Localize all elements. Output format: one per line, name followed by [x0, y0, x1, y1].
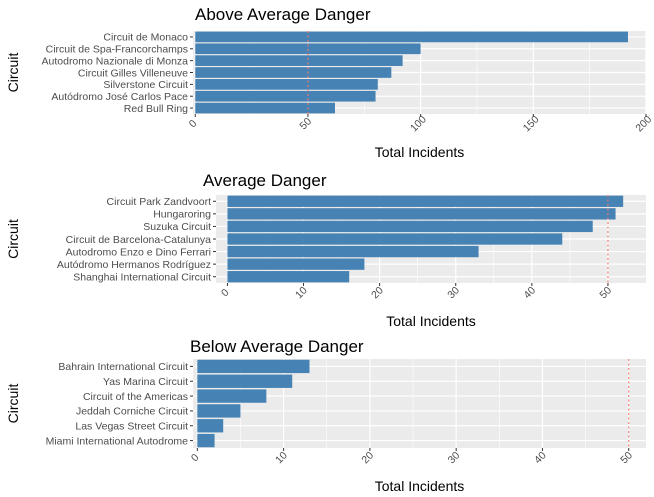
y-axis-title: Circuit	[5, 219, 21, 259]
panel-background	[193, 359, 646, 448]
category-label: Circuit de Spa-Francorchamps	[46, 44, 188, 56]
category-label: Bahrain International Circuit	[58, 361, 188, 373]
x-tick-label: 100	[408, 113, 429, 134]
x-tick-label: 10	[273, 449, 290, 466]
bar	[227, 220, 593, 233]
category-label: Circuit Gilles Villeneuve	[78, 67, 188, 79]
category-label: Autódromo José Carlos Pace	[51, 91, 188, 103]
category-label: Circuit Park Zandvoort	[107, 196, 212, 208]
x-tick-label: 0	[219, 286, 232, 299]
x-tick-label: 0	[187, 117, 200, 130]
bar	[227, 258, 365, 270]
category-label: Circuit of the Americas	[83, 391, 188, 403]
x-tick-label: 30	[446, 449, 463, 466]
x-tick-label: 40	[532, 449, 549, 466]
category-label: Yas Marina Circuit	[103, 376, 188, 388]
x-tick-label: 20	[369, 284, 386, 301]
bar	[197, 389, 267, 403]
bar	[227, 271, 350, 283]
y-axis-title: Circuit	[5, 53, 21, 93]
x-tick-label: 50	[618, 449, 635, 466]
category-label: Autódromo Hermanos Rodríguez	[57, 259, 211, 271]
category-label: Shanghai International Circuit	[73, 272, 211, 284]
category-label: Circuit de Monaco	[103, 32, 188, 44]
bar	[227, 208, 616, 220]
chart-title: Average Danger	[203, 171, 327, 190]
bar	[197, 359, 310, 374]
x-tick-label: 30	[445, 284, 462, 301]
category-label: Las Vegas Street Circuit	[75, 421, 188, 433]
panel-2: Circuit Park ZandvoortHungaroringSuzuka …	[5, 171, 646, 329]
category-label: Red Bull Ring	[124, 103, 188, 115]
category-label: Jeddah Corniche Circuit	[76, 406, 188, 418]
x-axis-title: Total Incidents	[386, 313, 476, 329]
x-tick-label: 10	[293, 284, 310, 301]
bar	[197, 433, 215, 448]
bar	[195, 31, 628, 43]
bar	[227, 245, 479, 258]
bar	[197, 404, 241, 418]
chart-title: Above Average Danger	[195, 5, 371, 24]
category-label: Circuit de Barcelona-Catalunya	[66, 234, 211, 246]
x-tick-label: 40	[521, 284, 538, 301]
category-label: Hungaroring	[153, 209, 211, 221]
bar	[195, 90, 376, 102]
category-label: Autodromo Nazionale di Monza	[42, 55, 189, 67]
x-tick-label: 50	[597, 284, 614, 301]
x-axis-title: Total Incidents	[375, 478, 465, 494]
x-tick-label: 200	[633, 113, 654, 134]
chart-title: Below Average Danger	[190, 337, 364, 356]
x-tick-label: 0	[189, 451, 202, 464]
x-axis-title: Total Incidents	[375, 144, 465, 160]
x-tick-label: 20	[359, 449, 376, 466]
bar	[197, 419, 224, 433]
y-axis-title: Circuit	[5, 384, 21, 424]
bar	[227, 233, 563, 245]
category-label: Silverstone Circuit	[103, 79, 188, 91]
bar	[197, 374, 293, 388]
bar	[227, 195, 624, 207]
x-tick-label: 150	[521, 113, 542, 134]
panel-3: Bahrain International Circuit Yas Marina …	[5, 337, 646, 494]
x-tick-label: 50	[297, 115, 314, 132]
bar	[195, 55, 403, 66]
bar	[195, 79, 378, 90]
category-label: Suzuka Circuit	[143, 221, 211, 233]
category-label: Autodromo Enzo e Dino Ferrari	[66, 246, 211, 258]
bar	[195, 102, 335, 114]
category-label: Miami International Autodrome	[46, 435, 189, 447]
bar	[195, 43, 421, 55]
bar	[195, 67, 392, 78]
